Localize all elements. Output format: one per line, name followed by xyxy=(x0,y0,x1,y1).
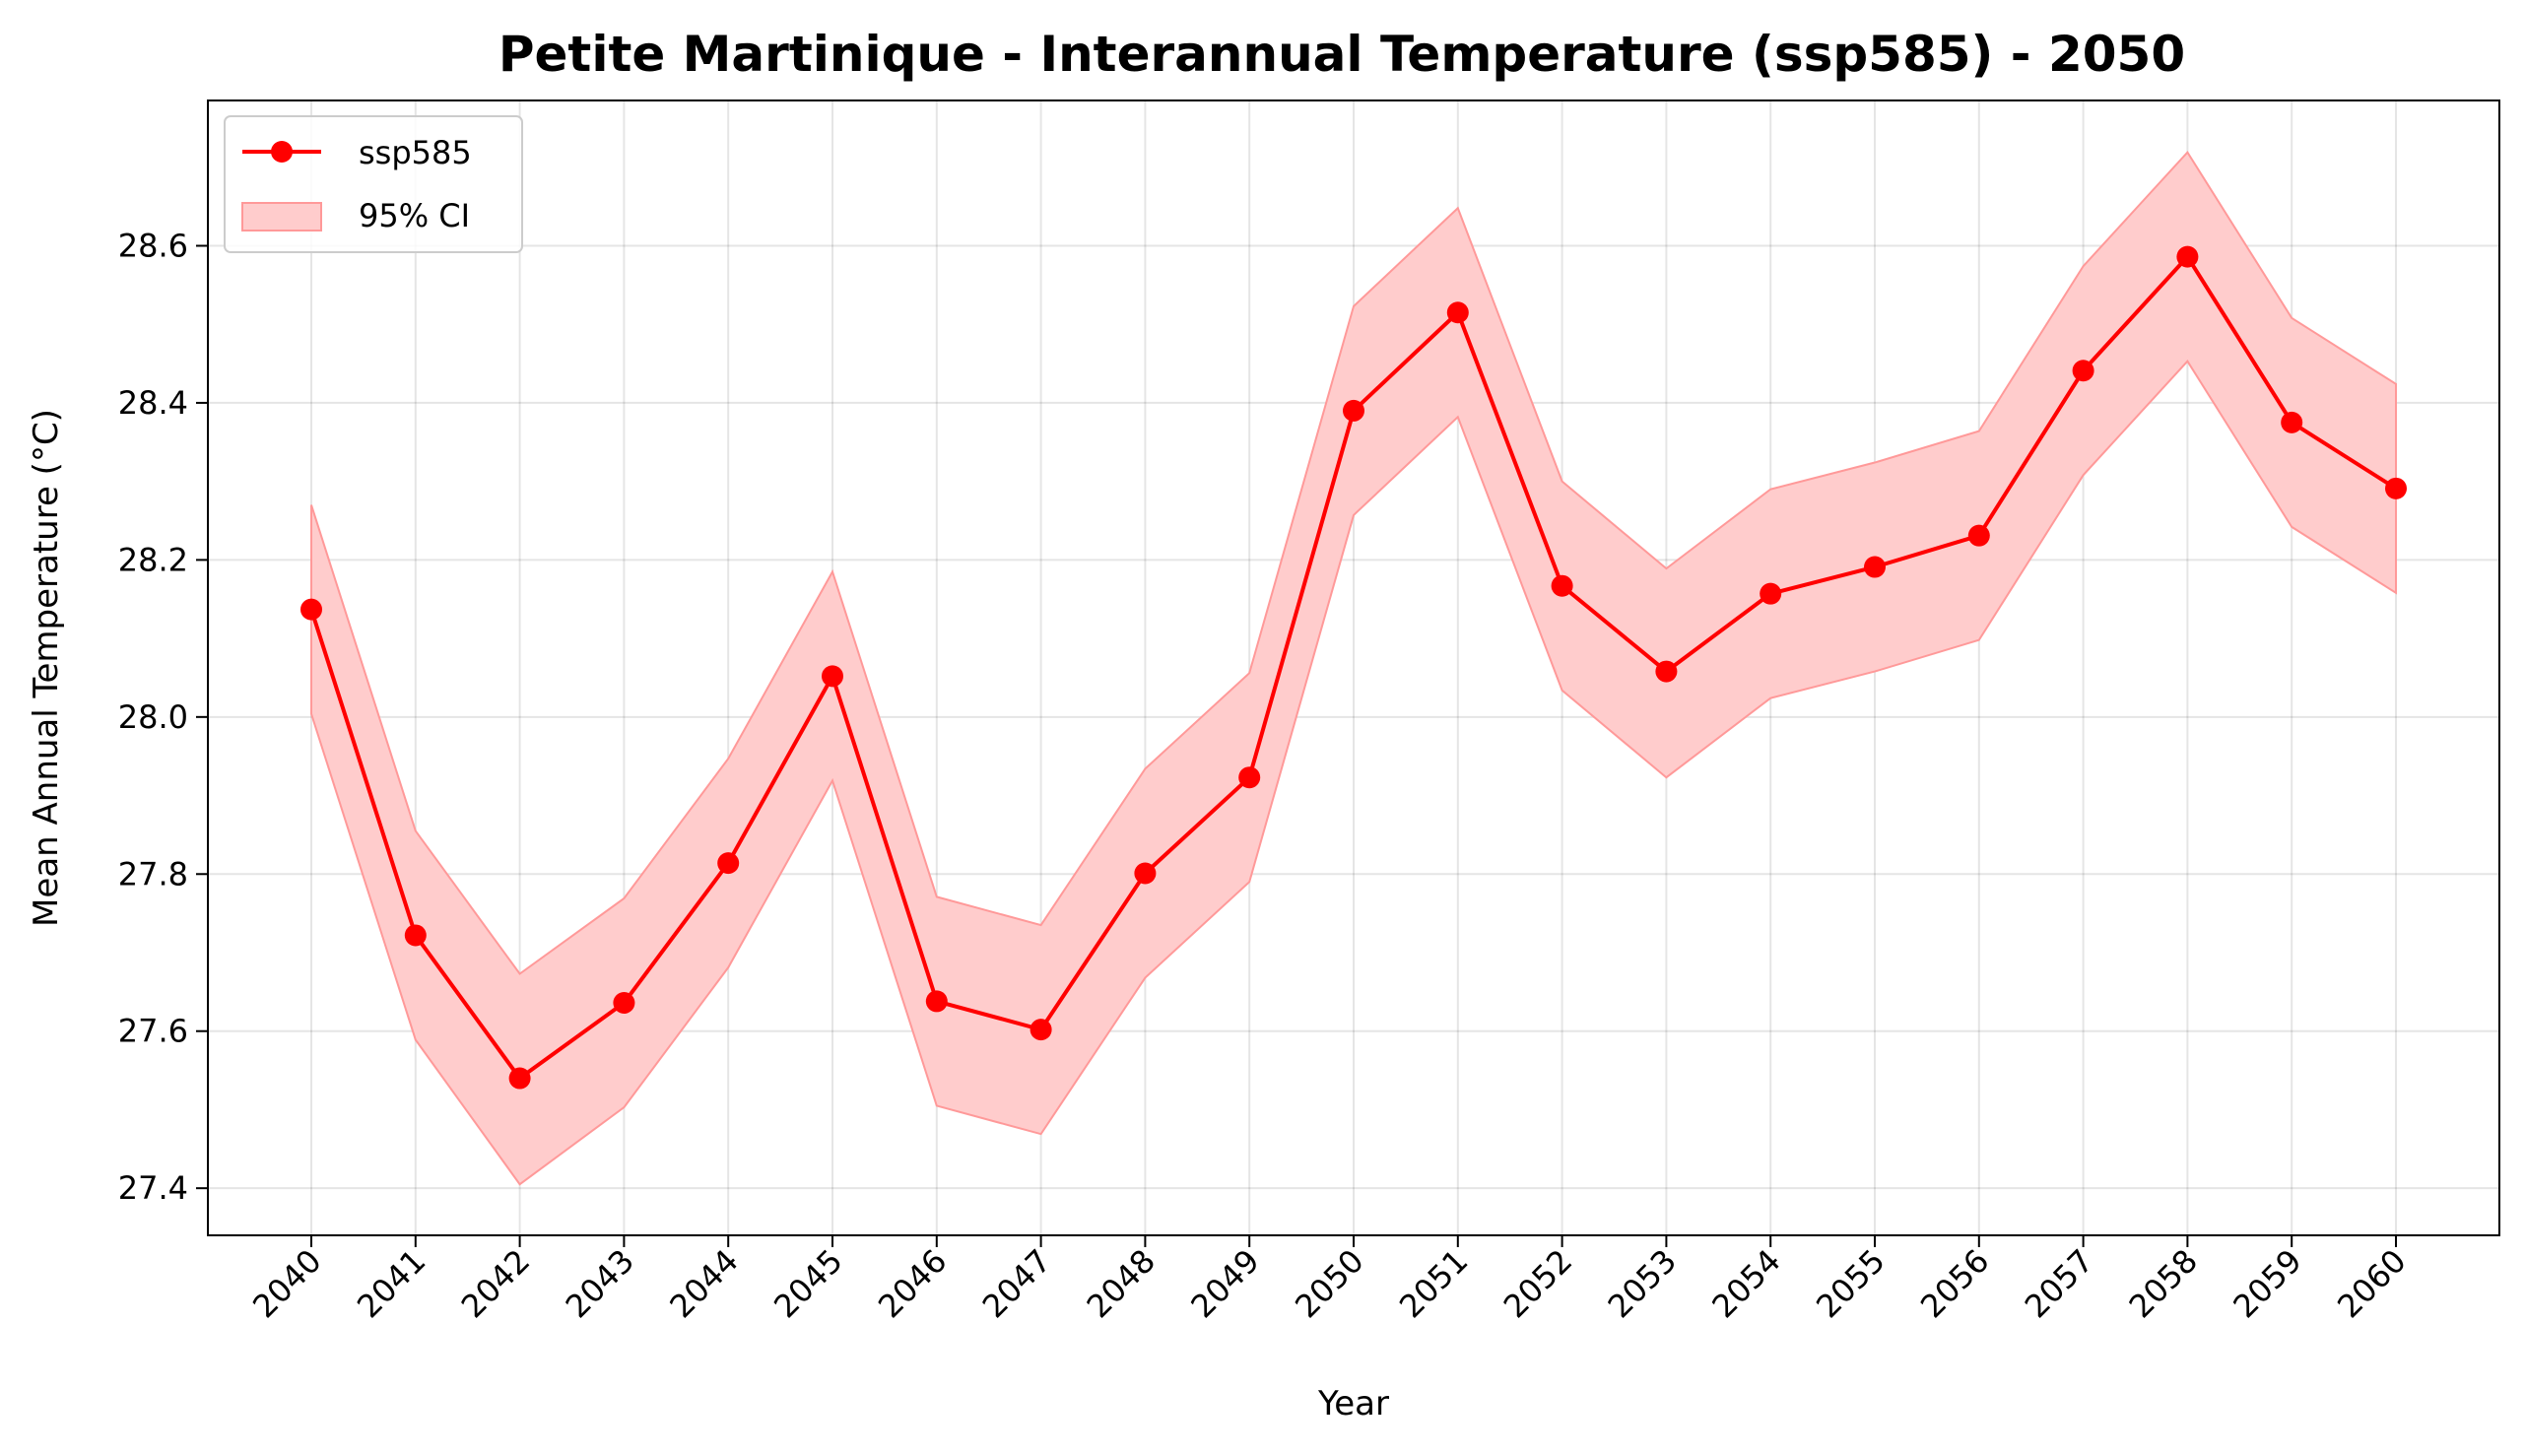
data-point xyxy=(1343,399,1364,422)
y-tick-label: 28.0 xyxy=(118,698,188,736)
y-axis-label: Mean Annual Temperature (°C) xyxy=(27,409,66,927)
data-point xyxy=(1864,556,1886,578)
data-point xyxy=(2072,360,2094,382)
grid-lines xyxy=(208,100,2499,1235)
y-tick-label: 27.4 xyxy=(118,1169,188,1207)
data-point xyxy=(613,992,635,1015)
y-tick-label: 27.8 xyxy=(118,855,188,893)
legend: ssp585 95% CI xyxy=(224,115,523,253)
data-point xyxy=(2281,411,2303,433)
data-point xyxy=(822,665,843,688)
data-point xyxy=(1967,524,1990,547)
data-point xyxy=(1030,1019,1052,1041)
data-point xyxy=(1655,660,1678,683)
data-point xyxy=(404,924,427,947)
x-axis-label: Year xyxy=(1317,1384,1389,1423)
data-point xyxy=(1760,582,1782,605)
data-point xyxy=(1446,301,1469,324)
data-point xyxy=(300,598,322,621)
data-point xyxy=(508,1067,531,1090)
data-point xyxy=(925,990,948,1013)
data-point xyxy=(717,852,740,875)
data-point xyxy=(2176,245,2199,268)
y-tick-label: 28.4 xyxy=(118,384,188,422)
series-layer xyxy=(300,245,2407,1090)
data-point xyxy=(1134,862,1157,885)
y-tick-label: 27.6 xyxy=(118,1013,188,1050)
data-point xyxy=(1238,766,1261,789)
chart-title: Petite Martinique - Interannual Temperat… xyxy=(498,26,2185,83)
y-tick-label: 28.6 xyxy=(118,227,188,264)
y-tick-label: 28.2 xyxy=(118,541,188,578)
data-point xyxy=(1551,574,1573,597)
legend-ci-patch xyxy=(241,202,322,232)
legend-series-marker xyxy=(271,141,293,163)
data-point xyxy=(2385,477,2407,499)
legend-ci-label: 95% CI xyxy=(359,197,470,234)
legend-series-label: ssp585 xyxy=(359,134,472,171)
y-ticks: 27.4 27.6 27.8 28.0 28.2 28.4 28.6 xyxy=(118,227,208,1207)
